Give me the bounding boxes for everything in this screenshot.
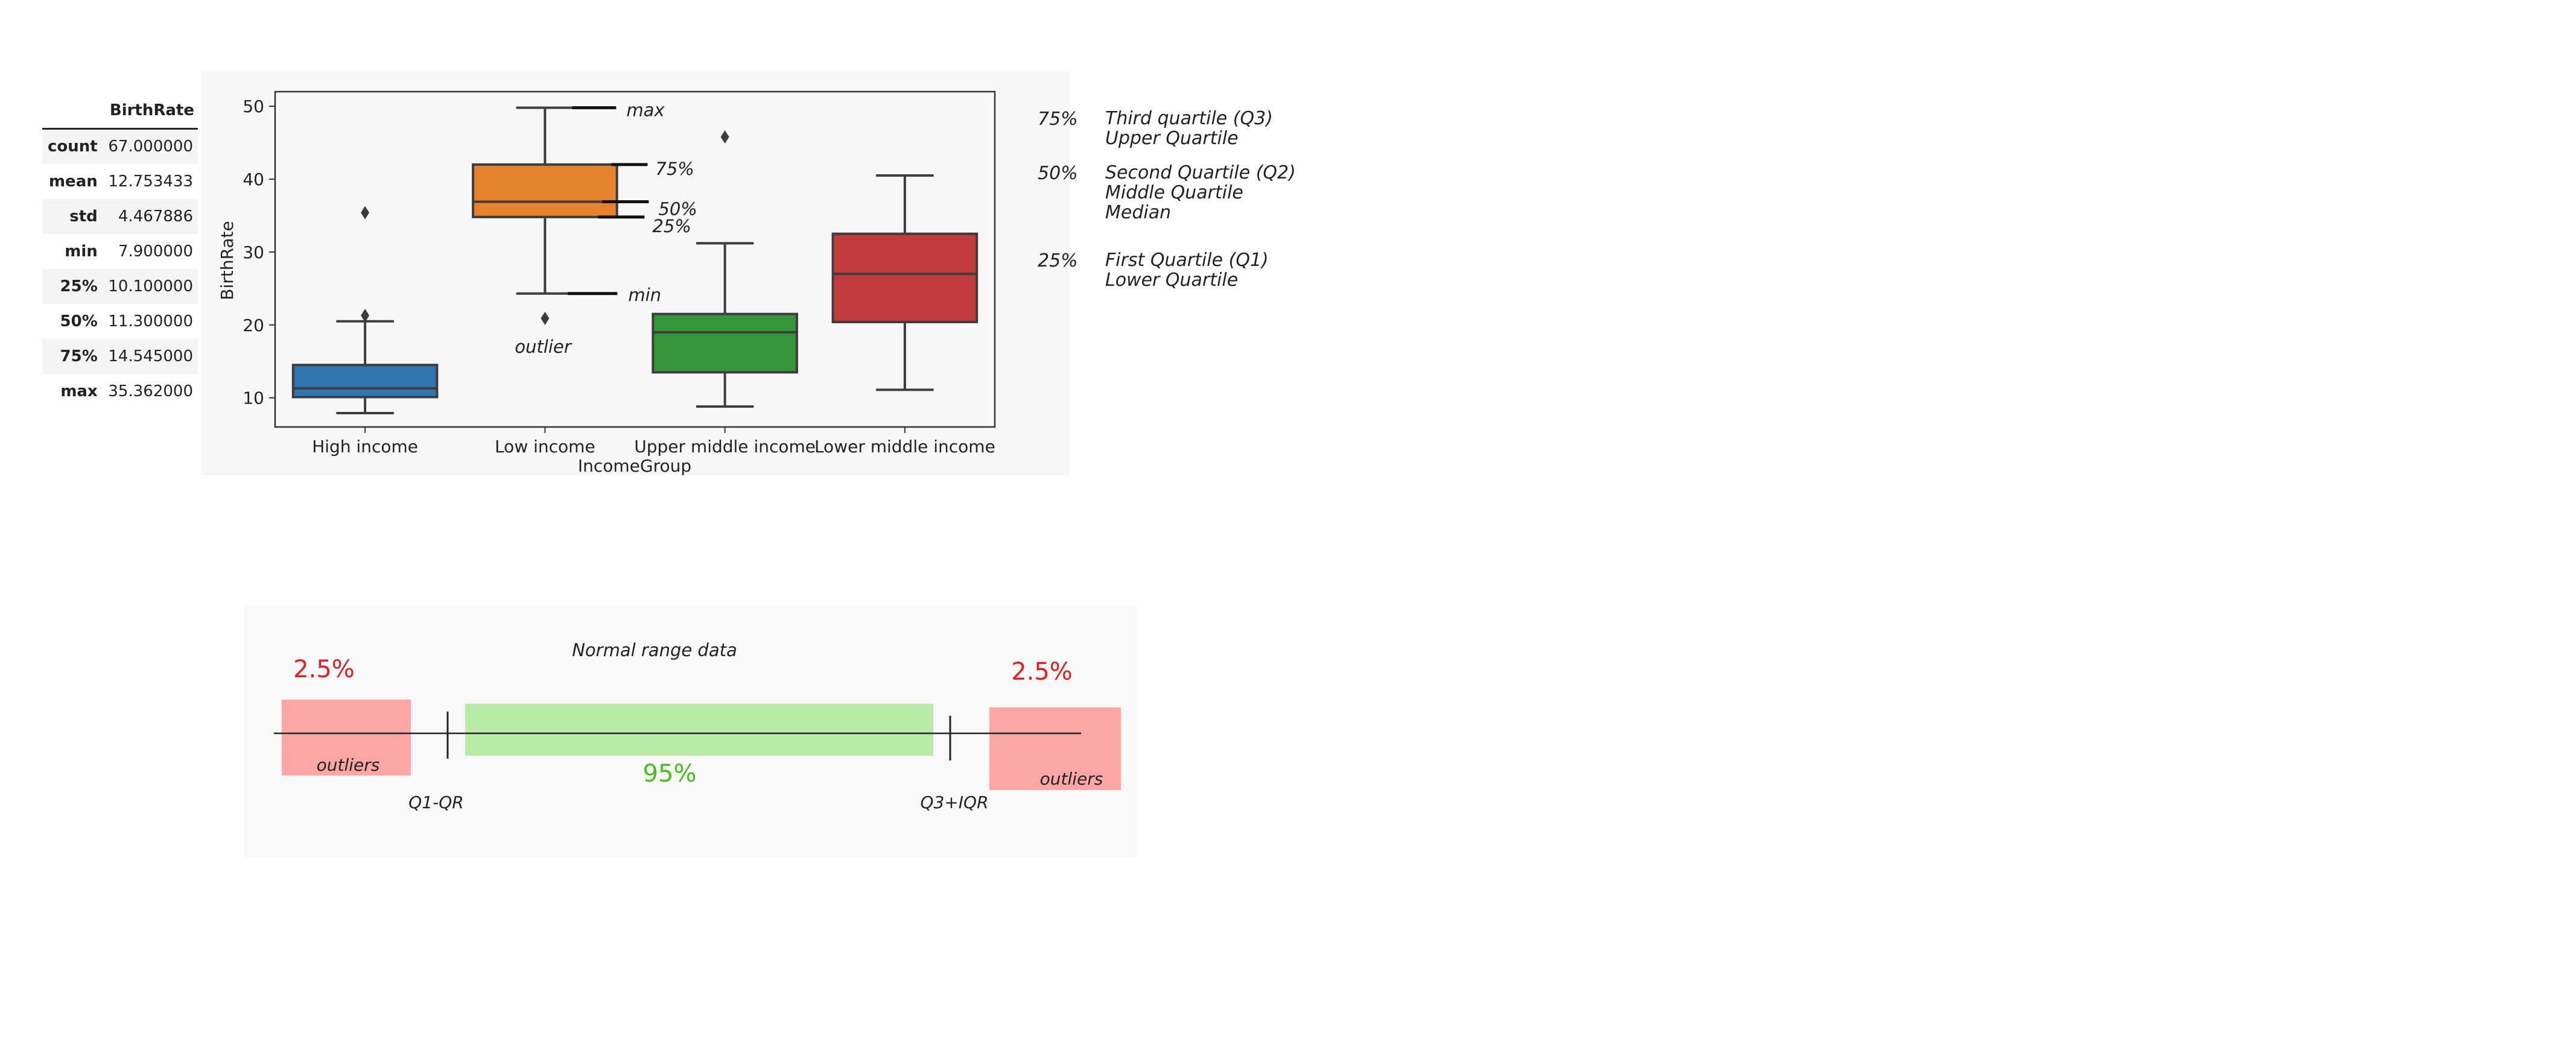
legend-line: Lower Quartile <box>1105 270 1239 291</box>
table-row: max 35.362000 <box>42 374 198 409</box>
stat-value: 4.467886 <box>118 207 193 226</box>
stat-label: mean <box>48 172 98 191</box>
legend-pct: 50% <box>1038 163 1078 184</box>
left-outlier-pct: 2.5% <box>293 656 355 683</box>
plot-frame <box>274 90 996 428</box>
stat-value: 7.900000 <box>118 242 193 261</box>
stat-label: count <box>48 137 98 156</box>
right-outlier-region <box>989 707 1121 790</box>
left-outliers-label: outliers <box>317 755 380 775</box>
y-tick-label: 50 <box>243 96 264 116</box>
x-tick-label: Low income <box>495 437 595 457</box>
outlier-point <box>541 311 550 325</box>
stats-table-column-header: BirthRate <box>109 101 194 119</box>
legend-pct: 25% <box>1038 250 1078 271</box>
normal-range-region <box>465 704 933 756</box>
legend-line: Median <box>1105 202 1172 223</box>
legend-line: Second Quartile (Q2) <box>1105 162 1296 183</box>
legend-description: First Quartile (Q1) Lower Quartile <box>1105 250 1269 290</box>
y-tick-label: 10 <box>243 388 264 408</box>
left-outlier-region <box>282 700 411 776</box>
legend-line: Third quartile (Q3) <box>1105 108 1273 129</box>
stat-value: 10.100000 <box>108 277 193 296</box>
table-row: 50% 11.300000 <box>42 304 198 339</box>
normal-range-pct: 95% <box>643 760 697 788</box>
normal-range-title: Normal range data <box>572 640 737 660</box>
table-row: mean 12.753433 <box>42 164 198 199</box>
lower-bound-label: Q1-QR <box>408 792 463 812</box>
outlier-point <box>361 206 370 220</box>
table-row: std 4.467886 <box>42 198 198 234</box>
box-iqr <box>831 232 979 323</box>
outlier-point <box>720 130 729 144</box>
box-group <box>472 106 618 325</box>
outlier-annotation: outlier <box>515 337 572 357</box>
y-axis-label: BirthRate <box>217 221 237 300</box>
q1-annotation: 25% <box>652 216 691 236</box>
x-axis-label: IncomeGroup <box>578 456 691 476</box>
stat-value: 35.362000 <box>108 382 193 400</box>
x-tick-label: Lower middle income <box>814 437 995 457</box>
stat-value: 67.000000 <box>108 137 193 156</box>
box-iqr <box>291 364 439 399</box>
legend-line: First Quartile (Q1) <box>1105 250 1269 271</box>
q3-annotation: 75% <box>655 159 694 179</box>
legend-pct: 75% <box>1038 109 1078 130</box>
stat-label: min <box>65 242 98 261</box>
box-iqr <box>652 312 798 374</box>
y-tick-label: 20 <box>243 315 264 335</box>
stat-value: 14.545000 <box>108 347 193 365</box>
legend-line: Upper Quartile <box>1105 128 1239 149</box>
stat-value: 12.753433 <box>108 172 193 191</box>
box-annotations: max 75% 50% 25% min outlier <box>515 100 697 357</box>
median-annotation: 50% <box>658 199 697 220</box>
legend-description: Third quartile (Q3) Upper Quartile <box>1105 109 1273 148</box>
legend-row-q1: 25% First Quartile (Q1) Lower Quartile <box>1038 250 1296 290</box>
max-annotation: max <box>626 100 665 121</box>
min-annotation: min <box>628 285 661 305</box>
box-iqr <box>472 163 618 218</box>
legend-line: Middle Quartile <box>1105 182 1243 203</box>
y-tick-label: 40 <box>243 169 264 189</box>
x-tick-label: High income <box>312 437 418 457</box>
stat-label: max <box>60 382 98 400</box>
upper-bound-label: Q3+IQR <box>920 792 988 812</box>
table-row: min 7.900000 <box>42 234 198 269</box>
outlier-point <box>361 309 370 323</box>
right-outliers-label: outliers <box>1040 769 1103 789</box>
stat-label: 50% <box>60 312 98 330</box>
box-group <box>831 174 979 391</box>
x-axis: High income Low income Upper middle income… <box>312 427 995 457</box>
box-group <box>291 206 439 415</box>
box-group <box>652 130 798 408</box>
legend-description: Second Quartile (Q2) Middle Quartile Med… <box>1105 163 1296 223</box>
legend-row-q2: 50% Second Quartile (Q2) Middle Quartile… <box>1038 163 1296 223</box>
stat-value: 11.300000 <box>108 312 193 330</box>
table-row: 25% 10.100000 <box>42 268 198 304</box>
stats-table-header-row: BirthRate <box>42 101 198 129</box>
table-row: count 67.000000 <box>42 128 198 164</box>
table-row: 75% 14.545000 <box>42 338 198 374</box>
right-outlier-pct: 2.5% <box>1011 658 1073 686</box>
box-series <box>291 106 979 415</box>
stat-label: std <box>69 207 98 226</box>
y-tick-label: 30 <box>243 242 264 262</box>
stats-table: BirthRate count 67.000000 mean 12.753433 s… <box>42 101 198 409</box>
stat-label: 75% <box>60 347 98 365</box>
range-diagram: Normal range data 2.5% 2.5% 95% outliers… <box>244 605 1137 858</box>
y-axis: 10 20 30 40 50 <box>243 96 275 408</box>
x-tick-label: Upper middle income <box>634 437 816 457</box>
quartile-legend: 75% Third quartile (Q3) Upper Quartile 5… <box>1038 109 1296 305</box>
legend-row-q3: 75% Third quartile (Q3) Upper Quartile <box>1038 109 1296 148</box>
stat-label: 25% <box>60 277 98 296</box>
